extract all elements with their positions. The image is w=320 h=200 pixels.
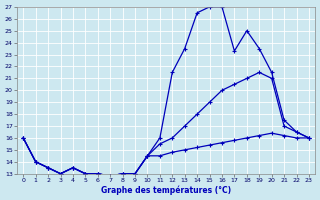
X-axis label: Graphe des températures (°C): Graphe des températures (°C): [101, 186, 231, 195]
